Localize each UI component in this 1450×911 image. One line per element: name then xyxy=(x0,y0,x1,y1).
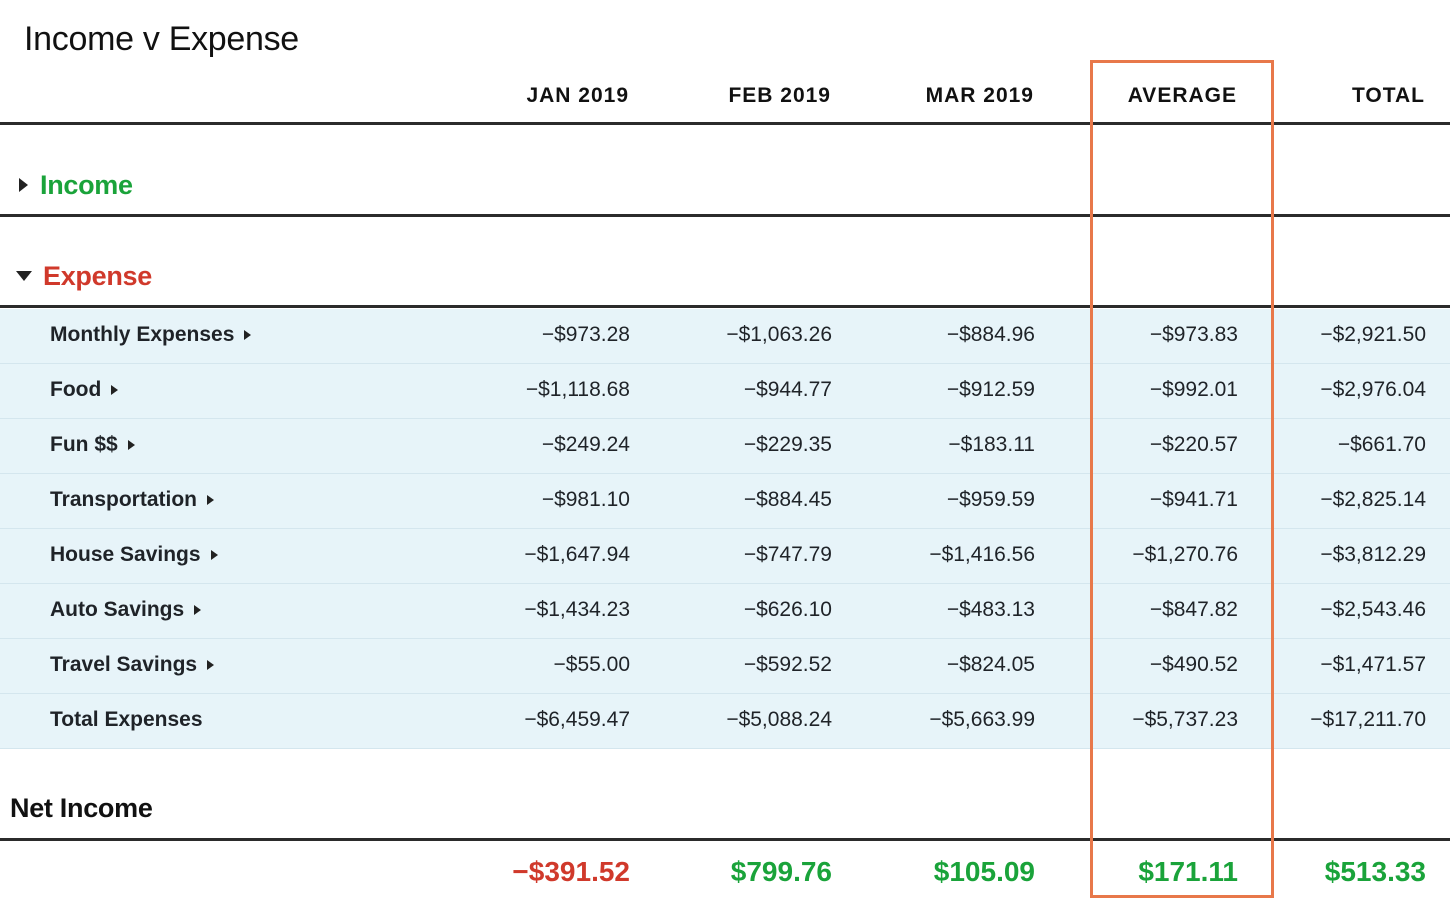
caret-right-icon[interactable] xyxy=(207,660,215,670)
cell-feb: −$626.10 xyxy=(743,598,832,621)
cell-feb: −$747.79 xyxy=(743,543,832,566)
row-label[interactable]: Travel Savings xyxy=(50,653,215,677)
section-income[interactable]: Income xyxy=(0,160,1450,210)
net-income-jan: −$391.52 xyxy=(512,856,630,887)
cell-average: −$992.01 xyxy=(1149,378,1238,401)
cell-average: −$941.71 xyxy=(1149,488,1238,511)
column-header-average[interactable]: AVERAGE xyxy=(1127,84,1237,107)
caret-right-icon[interactable] xyxy=(207,495,215,505)
cell-average: −$220.57 xyxy=(1149,433,1238,456)
cell-feb: −$1,063.26 xyxy=(726,323,832,346)
row-label[interactable]: Fun $$ xyxy=(50,433,135,457)
table-row[interactable]: Travel Savings −$55.00 −$592.52 −$824.05 −$4… xyxy=(0,639,1450,694)
row-label[interactable]: Auto Savings xyxy=(50,598,202,622)
net-income-divider xyxy=(0,838,1450,841)
table-row[interactable]: Fun $$ −$249.24 −$229.35 −$183.11 −$220.57 −$… xyxy=(0,419,1450,474)
cell-total: −$3,812.29 xyxy=(1320,543,1426,566)
column-header-jan[interactable]: JAN 2019 xyxy=(526,84,629,107)
cell-jan: −$1,647.94 xyxy=(524,543,630,566)
row-label[interactable]: Transportation xyxy=(50,488,215,512)
cell-total: −$661.70 xyxy=(1337,433,1426,456)
caret-right-icon[interactable] xyxy=(244,330,252,340)
cell-total: −$2,921.50 xyxy=(1320,323,1426,346)
row-label: Total Expenses xyxy=(50,708,203,732)
net-income-mar: $105.09 xyxy=(933,856,1035,887)
cell-mar: −$959.59 xyxy=(946,488,1035,511)
cell-total: −$2,543.46 xyxy=(1320,598,1426,621)
table-row[interactable]: Auto Savings −$1,434.23 −$626.10 −$483.13 −$… xyxy=(0,584,1450,639)
table-row[interactable]: Food −$1,118.68 −$944.77 −$912.59 −$992.01 −$… xyxy=(0,364,1450,419)
cell-feb: −$944.77 xyxy=(743,378,832,401)
cell-total: −$1,471.57 xyxy=(1320,653,1426,676)
table-row[interactable]: Monthly Expenses −$973.28 −$1,063.26 −$884.… xyxy=(0,309,1450,364)
column-header-mar[interactable]: MAR 2019 xyxy=(925,84,1034,107)
net-income-feb: $799.76 xyxy=(730,856,832,887)
row-label-text: Total Expenses xyxy=(50,708,203,731)
caret-right-icon[interactable] xyxy=(210,550,218,560)
cell-feb: −$884.45 xyxy=(743,488,832,511)
cell-mar: −$483.13 xyxy=(946,598,1035,621)
row-label-text[interactable]: House Savings xyxy=(50,543,201,566)
column-header-feb[interactable]: FEB 2019 xyxy=(728,84,831,107)
cell-jan: −$55.00 xyxy=(553,653,631,676)
row-label-text[interactable]: Monthly Expenses xyxy=(50,323,235,346)
table-row[interactable]: Transportation −$981.10 −$884.45 −$959.59 −$… xyxy=(0,474,1450,529)
expense-table: Monthly Expenses −$973.28 −$1,063.26 −$884.… xyxy=(0,309,1450,749)
cell-mar: −$1,416.56 xyxy=(929,543,1035,566)
cell-mar: −$183.11 xyxy=(948,433,1035,456)
cell-feb: −$5,088.24 xyxy=(726,708,832,731)
cell-jan: −$249.24 xyxy=(541,433,630,456)
cell-total: −$2,976.04 xyxy=(1320,378,1426,401)
row-label-text[interactable]: Fun $$ xyxy=(50,433,118,456)
cell-feb: −$592.52 xyxy=(743,653,832,676)
table-row[interactable]: House Savings −$1,647.94 −$747.79 −$1,416.5… xyxy=(0,529,1450,584)
cell-jan: −$6,459.47 xyxy=(524,708,630,731)
cell-jan: −$981.10 xyxy=(541,488,630,511)
cell-mar: −$912.59 xyxy=(946,378,1035,401)
row-label[interactable]: Food xyxy=(50,378,119,402)
cell-mar: −$5,663.99 xyxy=(929,708,1035,731)
cell-jan: −$1,434.23 xyxy=(524,598,630,621)
column-header-total[interactable]: TOTAL xyxy=(1351,84,1425,107)
cell-mar: −$824.05 xyxy=(946,653,1035,676)
cell-average: −$5,737.23 xyxy=(1132,708,1238,731)
caret-right-icon[interactable] xyxy=(127,440,135,450)
row-label[interactable]: House Savings xyxy=(50,543,218,567)
row-label-text[interactable]: Food xyxy=(50,378,102,401)
row-label[interactable]: Monthly Expenses xyxy=(50,323,252,347)
row-label-text[interactable]: Auto Savings xyxy=(50,598,185,621)
row-label-text[interactable]: Travel Savings xyxy=(50,653,198,676)
expense-divider xyxy=(0,305,1450,308)
cell-feb: −$229.35 xyxy=(743,433,832,456)
row-label-text[interactable]: Transportation xyxy=(50,488,198,511)
cell-average: −$1,270.76 xyxy=(1132,543,1238,566)
cell-mar: −$884.96 xyxy=(946,323,1035,346)
cell-jan: −$1,118.68 xyxy=(525,378,630,401)
cell-total: −$2,825.14 xyxy=(1320,488,1426,511)
section-expense-label[interactable]: Expense xyxy=(43,260,152,291)
cell-average: −$847.82 xyxy=(1149,598,1238,621)
cell-total: −$17,211.70 xyxy=(1310,708,1426,731)
caret-right-icon[interactable] xyxy=(194,605,202,615)
table-row: Total Expenses −$6,459.47 −$5,088.24 −$5,66… xyxy=(0,694,1450,749)
section-expense[interactable]: Expense xyxy=(0,251,1450,301)
caret-right-icon[interactable] xyxy=(19,178,28,192)
cell-jan: −$973.28 xyxy=(541,323,630,346)
caret-right-icon[interactable] xyxy=(111,385,119,395)
net-income-total: $513.33 xyxy=(1324,856,1426,887)
net-income-label: Net Income xyxy=(10,793,153,823)
cell-average: −$490.52 xyxy=(1149,653,1238,676)
net-income-average: $171.11 xyxy=(1138,856,1238,887)
page-title: Income v Expense xyxy=(24,20,299,58)
section-income-label[interactable]: Income xyxy=(40,169,133,200)
cell-average: −$973.83 xyxy=(1149,323,1238,346)
income-divider xyxy=(0,214,1450,217)
caret-down-icon[interactable] xyxy=(16,271,32,281)
header-divider xyxy=(0,122,1450,125)
